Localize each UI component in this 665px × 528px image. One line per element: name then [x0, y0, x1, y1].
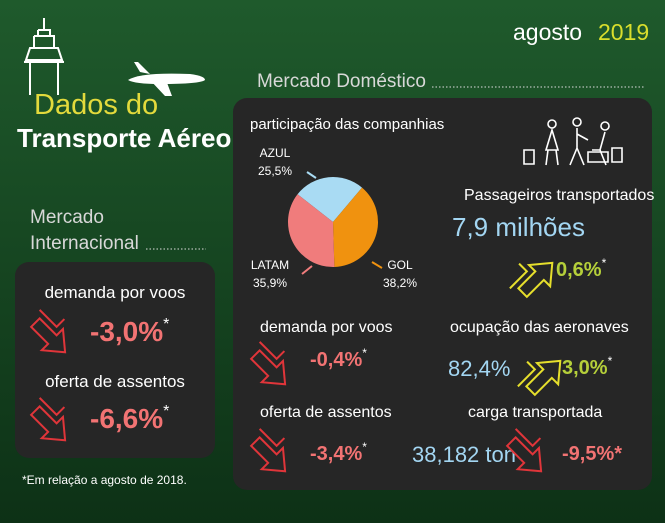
section-title: Mercado Doméstico [257, 71, 426, 92]
panel [15, 262, 215, 458]
pie-slice [288, 194, 335, 267]
tower-icon [24, 18, 64, 95]
asterisk: * [163, 403, 169, 420]
change: -0,4%* [310, 346, 367, 371]
label: oferta de assentos [260, 404, 392, 421]
label: carga transportada [468, 404, 602, 421]
value: 3,0% [562, 357, 608, 379]
section-title: Mercado [30, 207, 104, 228]
change: -9,5%* [562, 443, 622, 465]
label: oferta de assentos [45, 372, 185, 391]
label: demanda por voos [260, 319, 393, 336]
pie-chart: AZUL 25,5% GOL 38,2% LATAM 35,9% [251, 146, 417, 290]
panel [233, 98, 652, 490]
slice-label: GOL [387, 258, 413, 272]
label: ocupação das aeronaves [450, 319, 629, 336]
asterisk: * [608, 354, 613, 368]
section-title: Internacional [30, 233, 139, 254]
slice-value: 38,2% [383, 276, 417, 290]
plane-icon [128, 62, 205, 96]
value: -3,4% [310, 443, 362, 465]
slice-value: 25,5% [258, 164, 292, 178]
change: -3,4%* [310, 440, 367, 465]
leader-tick [371, 261, 383, 269]
leader-tick [301, 265, 313, 275]
footnote: *Em relação a agosto de 2018. [22, 473, 187, 487]
change: 0,6%* [556, 256, 607, 281]
leader-tick [306, 171, 317, 179]
value: -6,6% [90, 403, 163, 434]
value: 7,9 milhões [452, 212, 585, 242]
change: 3,0%* [562, 354, 613, 379]
asterisk: * [362, 440, 367, 454]
asterisk: * [602, 256, 607, 270]
slice-value: 35,9% [253, 276, 287, 290]
value: -3,0% [90, 316, 163, 347]
asterisk: * [163, 316, 169, 333]
month: agosto [513, 19, 582, 45]
pie-slice [297, 177, 363, 222]
slice-label: AZUL [260, 146, 291, 160]
value: 0,6% [556, 259, 602, 281]
change: -6,6%* [90, 403, 169, 434]
title-line-1: Dados do [34, 89, 158, 121]
value: -0,4% [310, 349, 362, 371]
label: demanda por voos [45, 283, 186, 302]
value: 38,182 ton [412, 442, 516, 467]
people-icon [523, 117, 623, 166]
change: -3,0%* [90, 316, 169, 347]
slice-label: LATAM [251, 258, 289, 272]
value: 82,4% [448, 356, 510, 381]
label: participação das companhias [250, 116, 444, 133]
asterisk: * [362, 346, 367, 360]
pie-slice [333, 187, 378, 267]
title-line-2: Transporte Aéreo [17, 123, 231, 153]
year: 2019 [598, 19, 649, 45]
label: Passageiros transportados [464, 187, 654, 204]
